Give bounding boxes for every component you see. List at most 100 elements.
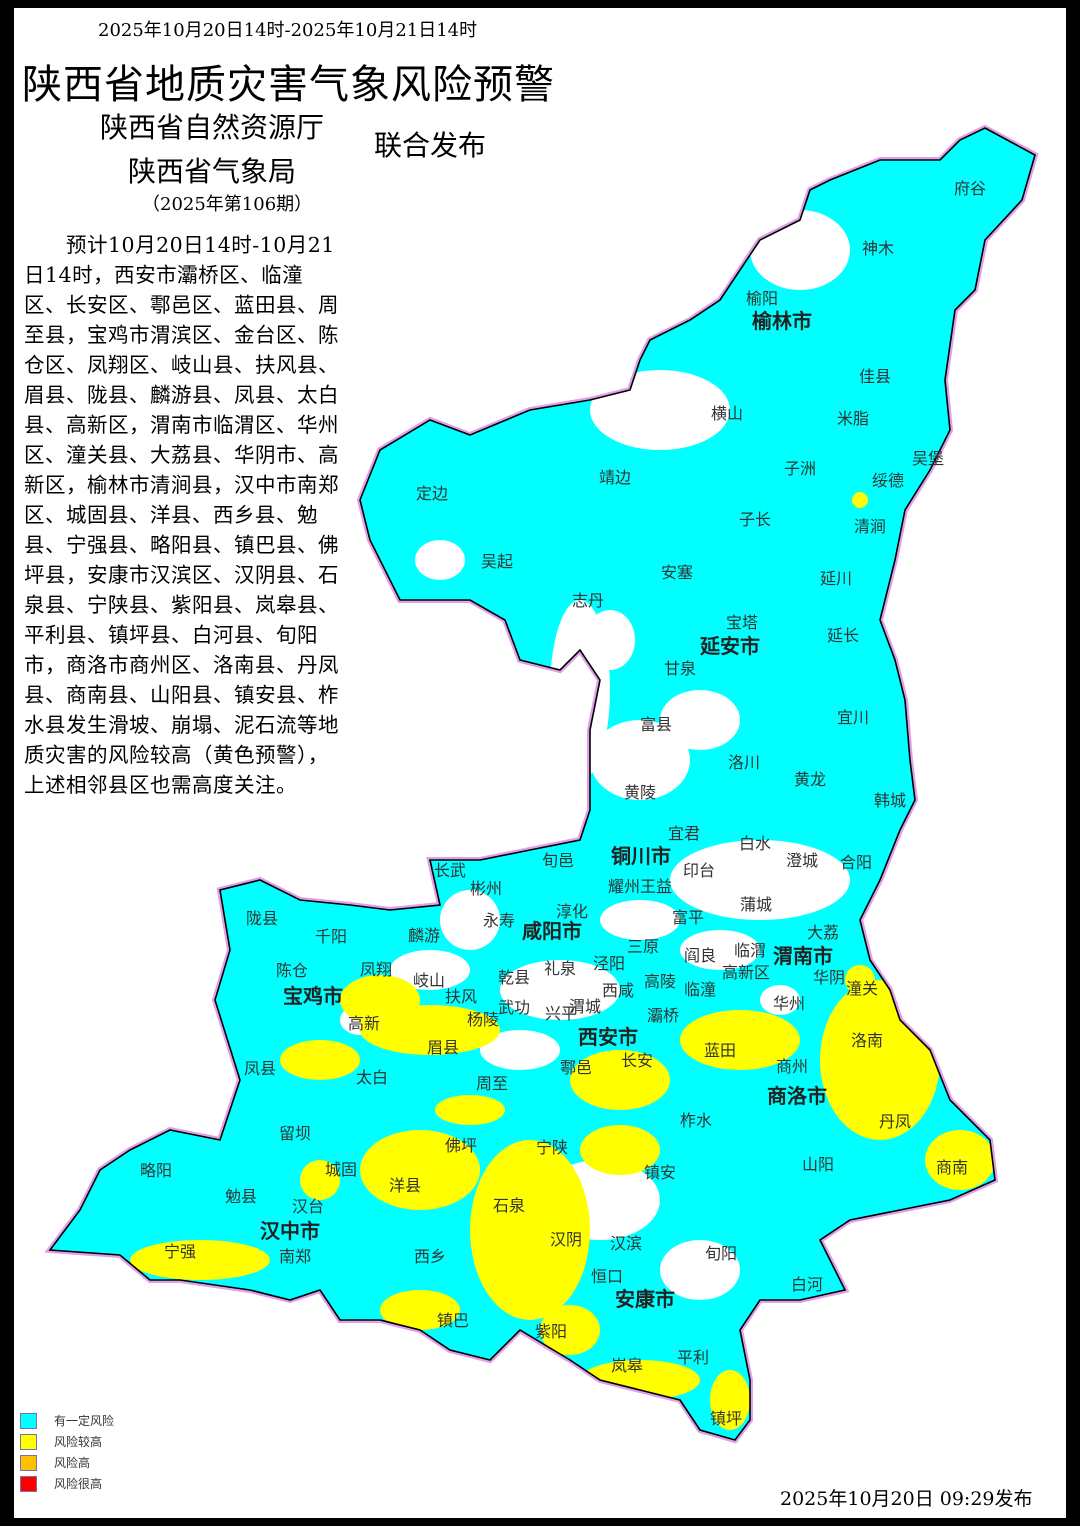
county-label: 华州 [773, 994, 805, 1013]
county-label: 千阳 [315, 927, 347, 946]
county-label: 横山 [711, 404, 743, 423]
county-label: 汉滨 [610, 1234, 642, 1253]
higher-risk-area [580, 1125, 660, 1175]
county-label: 合阳 [840, 853, 872, 872]
county-label: 渭城 [569, 997, 601, 1016]
legend-item-high-risk: 风险高 [20, 1452, 114, 1473]
county-label: 陈仓 [276, 961, 308, 980]
no-risk-area [440, 890, 500, 950]
county-label: 陇县 [246, 909, 278, 928]
county-label: 西乡 [414, 1247, 446, 1266]
county-label: 米脂 [837, 409, 869, 428]
swatch [20, 1412, 37, 1429]
county-label: 淳化 [556, 902, 588, 921]
city-label: 安康市 [615, 1287, 675, 1311]
county-label: 高陵 [644, 972, 676, 991]
county-label: 蓝田 [704, 1041, 736, 1060]
county-label: 吴堡 [912, 449, 944, 468]
higher-risk-area [540, 1305, 600, 1355]
county-label: 平利 [677, 1348, 709, 1367]
county-label: 乾县 [498, 968, 530, 987]
county-label: 麟游 [408, 926, 440, 945]
county-label: 岐山 [413, 971, 445, 990]
county-label: 阎良 [684, 946, 716, 965]
county-label: 神木 [862, 239, 894, 258]
county-label: 洋县 [389, 1176, 421, 1195]
no-risk-area [590, 720, 690, 800]
swatch [20, 1454, 37, 1471]
city-label: 榆林市 [752, 309, 812, 333]
county-label: 宁陕 [536, 1138, 568, 1157]
county-label: 岚皋 [611, 1356, 643, 1375]
county-label: 印台 [683, 861, 715, 880]
county-label: 汉阴 [550, 1230, 582, 1249]
county-label: 勉县 [225, 1187, 257, 1206]
city-label: 西安市 [578, 1025, 638, 1049]
higher-risk-area [570, 1050, 670, 1110]
higher-risk-area [925, 1130, 995, 1190]
no-risk-area [480, 1030, 560, 1070]
no-risk-area [670, 840, 850, 920]
higher-risk-area [470, 1140, 590, 1320]
county-label: 太白 [356, 1068, 388, 1087]
issuer-natural-resources: 陕西省自然资源厅 [100, 111, 325, 144]
county-label: 府谷 [954, 179, 986, 198]
county-label: 宁强 [164, 1242, 196, 1261]
higher-risk-area [435, 1095, 505, 1125]
higher-risk-area [845, 965, 875, 995]
county-label: 镇坪 [710, 1409, 742, 1428]
publish-time: 2025年10月20日 09:29发布 [780, 1488, 1033, 1510]
legend: 有一定风险 风险较高 风险高 风险很高 [20, 1410, 114, 1494]
no-risk-area [680, 930, 760, 970]
higher-risk-area [380, 1290, 460, 1330]
no-risk-area [660, 690, 740, 750]
county-label: 富县 [640, 715, 672, 734]
county-label: 眉县 [427, 1038, 459, 1057]
county-label: 宝塔 [726, 613, 758, 632]
higher-risk-area [710, 1370, 750, 1430]
county-label: 定边 [416, 484, 448, 503]
city-label: 延安市 [699, 634, 760, 658]
county-label: 临潼 [684, 980, 716, 999]
county-label: 灞桥 [647, 1006, 679, 1025]
city-label: 咸阳市 [522, 919, 582, 943]
legend-item-higher-risk: 风险较高 [20, 1431, 114, 1452]
county-label: 佳县 [859, 367, 891, 386]
county-label: 泾阳 [593, 954, 625, 973]
page-title: 陕西省地质灾害气象风险预警 [22, 62, 555, 108]
county-label: 长武 [434, 861, 466, 880]
county-label: 蒲城 [740, 895, 772, 914]
county-label: 高新区 [722, 963, 770, 982]
no-risk-area [600, 900, 680, 940]
county-label: 镇巴 [437, 1311, 469, 1330]
issue-number: （2025年第106期） [142, 194, 313, 215]
county-label: 洛川 [728, 753, 760, 772]
county-label: 彬州 [470, 879, 502, 898]
county-label: 黄龙 [794, 770, 826, 789]
county-label: 礼泉 [544, 959, 576, 978]
warning-text: 预计10月20日14时-10月21日14时，西安市灞桥区、临潼区、长安区、鄠邑区… [24, 233, 339, 797]
county-label: 凤县 [244, 1059, 276, 1078]
county-label: 清涧 [854, 517, 886, 536]
county-label: 志丹 [572, 591, 604, 610]
province-boundary [48, 127, 1036, 1441]
no-risk-area [585, 610, 635, 670]
county-label: 富平 [672, 908, 704, 927]
county-label: 临渭 [734, 941, 766, 960]
county-label: 洛南 [851, 1031, 883, 1050]
county-label: 甘泉 [664, 659, 696, 678]
higher-risk-area [852, 492, 868, 508]
county-label: 黄陵 [624, 783, 656, 802]
county-label: 石泉 [493, 1196, 525, 1215]
county-label: 旬邑 [542, 851, 574, 870]
no-risk-area [590, 370, 730, 450]
no-risk-area [415, 540, 465, 580]
higher-risk-area [360, 1130, 480, 1210]
county-label: 镇安 [644, 1163, 676, 1182]
county-label: 韩城 [874, 791, 906, 810]
county-label: 西咸 [602, 981, 634, 1000]
county-label: 靖边 [599, 468, 631, 487]
issuer-meteorology: 陕西省气象局 [128, 155, 297, 188]
county-label: 子洲 [784, 459, 816, 478]
